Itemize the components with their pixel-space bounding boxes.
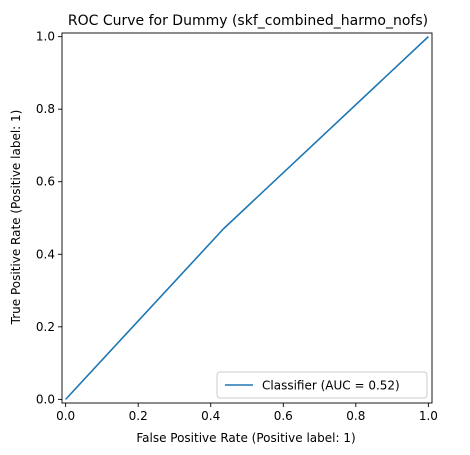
y-axis-label: True Positive Rate (Positive label: 1) xyxy=(9,110,23,326)
x-tick-label-0: 0.0 xyxy=(56,409,75,423)
x-tick-label-3: 0.6 xyxy=(274,409,293,423)
x-tick-label-2: 0.4 xyxy=(201,409,220,423)
series-line-0 xyxy=(65,36,429,400)
axes-frame xyxy=(61,32,433,404)
y-tick-label-4: 0.8 xyxy=(36,102,55,116)
y-tick-label-3: 0.6 xyxy=(36,175,55,189)
x-tick-label-1: 0.2 xyxy=(129,409,148,423)
y-tick-label-2: 0.4 xyxy=(36,247,55,261)
y-tick-label-0: 0.0 xyxy=(36,392,55,406)
x-axis-label: False Positive Rate (Positive label: 1) xyxy=(136,431,355,445)
y-tick-label-1: 0.2 xyxy=(36,320,55,334)
y-tick-label-5: 1.0 xyxy=(36,30,55,44)
legend-label-0: Classifier (AUC = 0.52) xyxy=(262,379,400,393)
legend-box xyxy=(216,371,428,399)
chart-title: ROC Curve for Dummy (skf_combined_harmo_… xyxy=(68,13,428,29)
plot-area: 0.0 0.2 0.4 0.6 0.8 1.0 0.0 0.2 0.4 0.6 0.8 1.0 Clas… xyxy=(36,30,438,423)
x-tick-label-4: 0.8 xyxy=(346,409,365,423)
x-tick-label-5: 1.0 xyxy=(419,409,438,423)
